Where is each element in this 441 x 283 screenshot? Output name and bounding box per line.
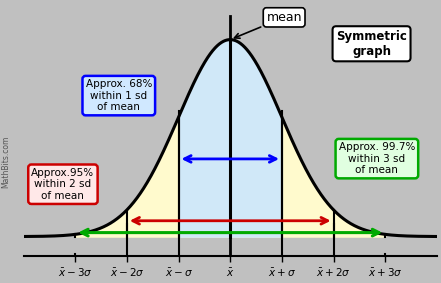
Text: MathBits.com: MathBits.com: [1, 136, 10, 188]
Text: Approx. 99.7%
within 3 sd
of mean: Approx. 99.7% within 3 sd of mean: [339, 142, 415, 175]
Text: Approx.95%
within 2 sd
of mean: Approx.95% within 2 sd of mean: [31, 168, 94, 201]
Text: Approx. 68%
within 1 sd
of mean: Approx. 68% within 1 sd of mean: [86, 79, 152, 112]
Text: mean: mean: [235, 11, 302, 38]
Text: Symmetric
graph: Symmetric graph: [336, 30, 407, 58]
